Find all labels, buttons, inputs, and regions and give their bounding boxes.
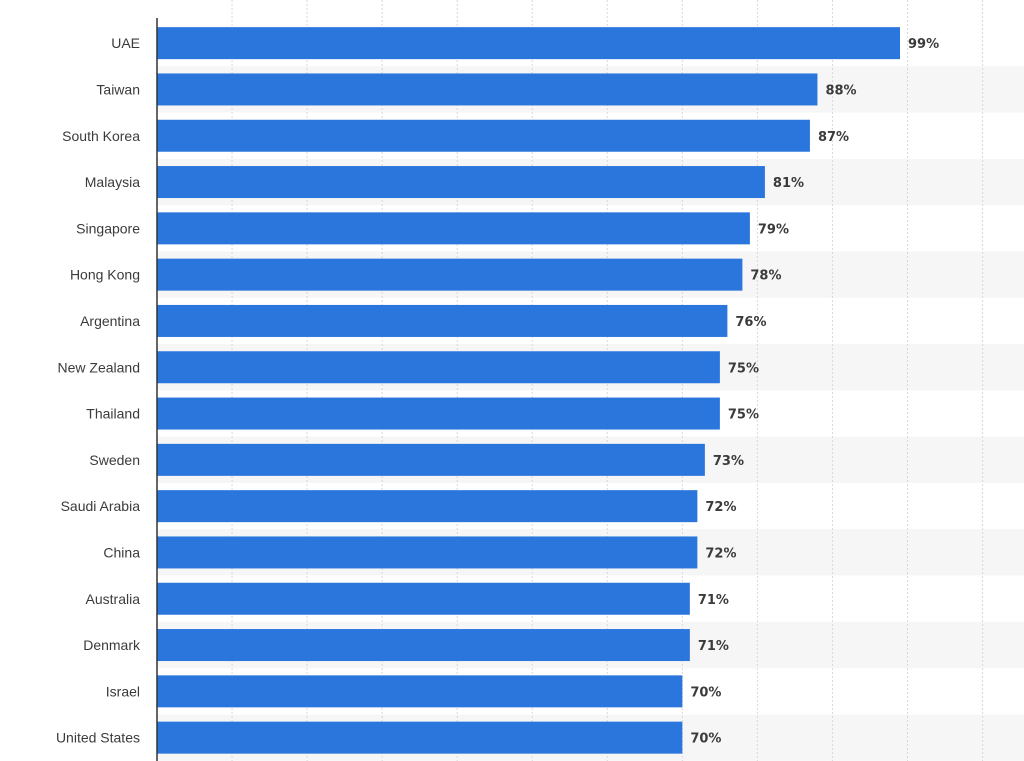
category-label: Singapore [76, 220, 140, 236]
bar [157, 536, 698, 569]
category-label: United States [56, 730, 140, 746]
value-label: 78% [750, 269, 781, 284]
value-label: 99% [908, 37, 939, 52]
bar [157, 397, 720, 430]
bar [157, 490, 698, 523]
bar [157, 166, 765, 199]
category-label: New Zealand [58, 359, 141, 375]
value-label: 81% [773, 176, 804, 191]
value-label: 75% [728, 408, 759, 423]
category-label: Denmark [83, 637, 141, 653]
value-label: 71% [698, 639, 729, 654]
value-label: 88% [825, 83, 856, 98]
category-label: Saudi Arabia [61, 498, 141, 514]
bar [157, 27, 900, 60]
value-label: 71% [698, 593, 729, 608]
value-label: 76% [735, 315, 766, 330]
bar [157, 582, 690, 615]
bar [157, 721, 683, 754]
bar [157, 443, 705, 476]
category-label: Sweden [89, 452, 140, 468]
bar [157, 304, 728, 337]
category-label: Argentina [80, 313, 140, 329]
category-label: Taiwan [96, 81, 140, 97]
category-label: Hong Kong [70, 267, 140, 283]
value-labels: 99% 88% 87% 81% 79% 78% 76% 75% 75% 73% 72% 72% 71% 7… [690, 37, 939, 747]
value-label: 72% [705, 500, 736, 515]
value-label: 72% [705, 546, 736, 561]
value-label: 70% [690, 685, 721, 700]
category-label: Australia [86, 591, 141, 607]
bar [157, 629, 690, 662]
bar [157, 258, 743, 291]
value-label: 73% [713, 454, 744, 469]
bar [157, 119, 810, 152]
bar [157, 73, 818, 106]
category-label: UAE [111, 35, 140, 51]
category-labels: UAE Taiwan South Korea Malaysia Singapore Hon… [56, 35, 141, 746]
bar [157, 675, 683, 708]
bar [157, 351, 720, 384]
category-label: Israel [106, 683, 140, 699]
bar [157, 212, 750, 245]
value-label: 70% [690, 732, 721, 747]
value-label: 75% [728, 361, 759, 376]
category-label: Malaysia [85, 174, 140, 190]
category-label: Thailand [86, 406, 140, 422]
category-label: South Korea [62, 128, 140, 144]
value-label: 87% [818, 130, 849, 145]
value-label: 79% [758, 222, 789, 237]
category-label: China [103, 544, 140, 560]
bars [157, 27, 900, 754]
